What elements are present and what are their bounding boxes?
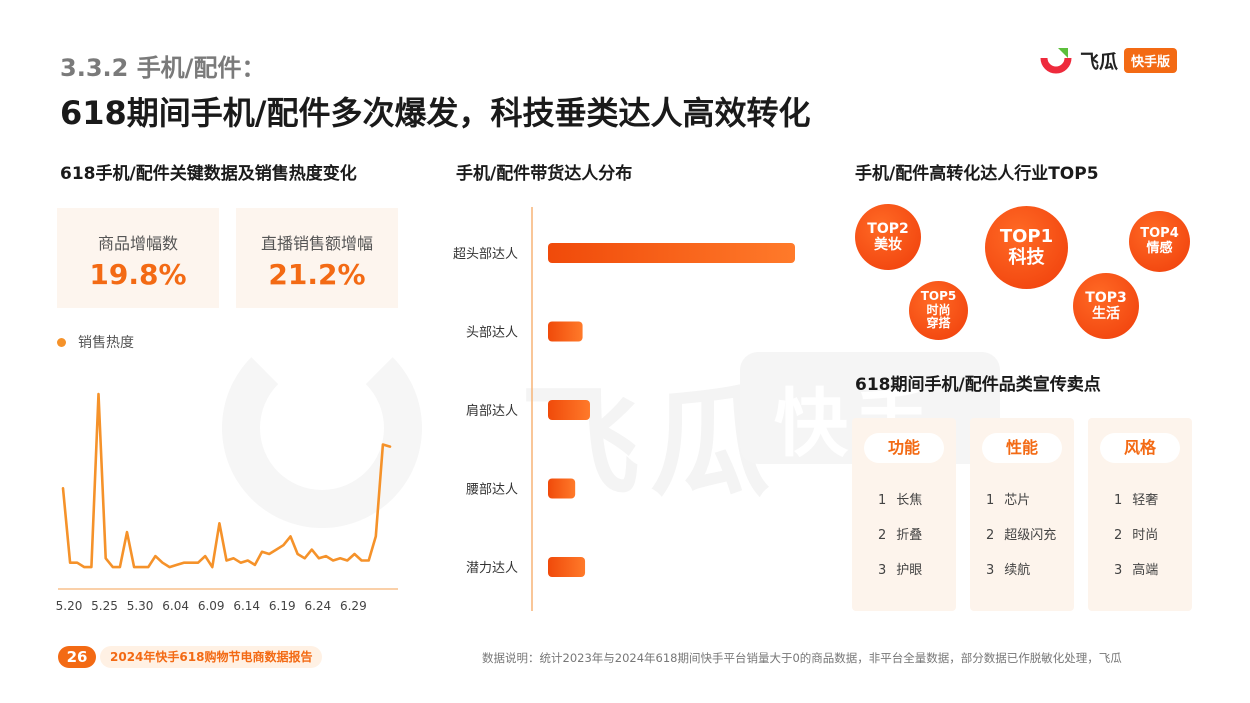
card-item: 2 时尚 — [1114, 528, 1159, 543]
feigua-logo-icon — [1040, 48, 1072, 74]
bar-category-label: 潜力达人 — [466, 561, 518, 576]
left-section-title: 618手机/配件关键数据及销售热度变化 — [60, 164, 357, 184]
card-item: 1 轻奢 — [1114, 493, 1159, 508]
section-title: 3.3.2 手机/配件： — [60, 54, 266, 82]
bubble-top2: TOP2 美妆 — [855, 204, 921, 270]
x-tick-label: 6.19 — [269, 599, 296, 613]
card-title: 性能 — [982, 433, 1062, 463]
chart-legend: 销售热度 — [57, 332, 134, 352]
card-title: 功能 — [864, 433, 944, 463]
legend-dot-icon — [57, 337, 66, 347]
kpi-card-live-sales: 直播销售额增幅 21.2% — [236, 208, 398, 308]
series-line-sales-heat — [61, 392, 392, 569]
bubble-rank: TOP2 — [867, 220, 909, 237]
x-tick-label: 6.04 — [162, 599, 189, 613]
card-item: 3 续航 — [986, 563, 1031, 578]
logo-name: 飞瓜 — [1080, 50, 1119, 73]
bar — [548, 557, 586, 577]
x-tick-label: 6.09 — [198, 599, 225, 613]
bubble-top1: TOP1 科技 — [985, 206, 1068, 289]
bubble-top5: TOP5 时尚 穿搭 — [909, 281, 968, 340]
card-item: 1 芯片 — [986, 493, 1031, 508]
bubble-rank: TOP3 — [1085, 289, 1127, 306]
kpi-value: 21.2% — [268, 258, 366, 291]
bar-category-label: 头部达人 — [466, 326, 518, 341]
kpi-label: 直播销售额增幅 — [260, 234, 373, 253]
card-title: 风格 — [1100, 433, 1180, 463]
legend-label: 销售热度 — [78, 335, 134, 351]
data-note: 数据说明：统计2023年与2024年618期间快手平台销量大于0的商品数据，非平… — [482, 651, 1122, 665]
x-tick-label: 5.30 — [127, 599, 154, 613]
x-tick-labels: 5.20 5.25 5.30 6.04 6.09 6.14 6.19 6.24 6.29 — [56, 599, 367, 613]
bar-category-label: 肩部达人 — [466, 403, 518, 419]
selling-card-function: 功能 1 长焦 2 折叠 3 护眼 — [852, 418, 956, 611]
x-tick-label: 5.25 — [91, 599, 118, 613]
bubble-name: 科技 — [1008, 246, 1045, 268]
x-tick-label: 6.14 — [233, 599, 260, 613]
bubble-name: 情感 — [1146, 240, 1173, 256]
kpi-label: 商品增幅数 — [97, 234, 178, 253]
page-title: 618期间手机/配件多次爆发，科技垂类达人高效转化 — [60, 94, 811, 132]
page-number: 26 — [58, 646, 96, 668]
bubble-name: 生活 — [1092, 306, 1120, 322]
bar — [548, 243, 795, 263]
bar-category-label: 腰部达人 — [466, 483, 518, 498]
brand-logo: 飞瓜 快手版 — [1040, 44, 1178, 76]
kpi-card-products: 商品增幅数 19.8% — [57, 208, 219, 308]
card-item: 3 护眼 — [878, 563, 923, 578]
bubble-name-line2: 穿搭 — [926, 316, 951, 331]
x-tick-label: 6.24 — [304, 599, 331, 613]
bubble-rank: TOP5 — [920, 288, 957, 303]
selling-card-performance: 性能 1 芯片 2 超级闪充 3 续航 — [970, 418, 1074, 611]
selling-points-title: 618期间手机/配件品类宣传卖点 — [855, 375, 1101, 395]
card-item: 2 折叠 — [878, 528, 923, 543]
card-item: 1 长焦 — [878, 493, 923, 508]
bar — [548, 321, 583, 342]
x-tick-label: 5.20 — [56, 599, 83, 613]
bubble-name-line1: 时尚 — [926, 302, 951, 317]
card-item: 3 高端 — [1114, 563, 1159, 578]
selling-card-style: 风格 1 轻奢 2 时尚 3 高端 — [1088, 418, 1192, 611]
bubble-rank: TOP4 — [1140, 225, 1179, 241]
bubble-top4: TOP4 情感 — [1129, 211, 1190, 272]
logo-badge: 快手版 — [1124, 47, 1178, 73]
top5-section-title: 手机/配件高转化达人行业TOP5 — [855, 164, 1099, 184]
bar — [548, 478, 576, 499]
bubble-top3: TOP3 生活 — [1073, 273, 1139, 339]
middle-section-title: 手机/配件带货达人分布 — [456, 164, 633, 184]
kpi-value: 19.8% — [89, 258, 187, 291]
bubble-rank: TOP1 — [999, 225, 1054, 247]
x-tick-label: 6.29 — [340, 599, 367, 613]
report-name: 2024年快手618购物节电商数据报告 — [100, 646, 323, 668]
card-item: 2 超级闪充 — [986, 528, 1057, 543]
bar-category-label: 超头部达人 — [453, 247, 518, 262]
bubble-name: 美妆 — [874, 237, 902, 253]
bar — [548, 400, 590, 420]
